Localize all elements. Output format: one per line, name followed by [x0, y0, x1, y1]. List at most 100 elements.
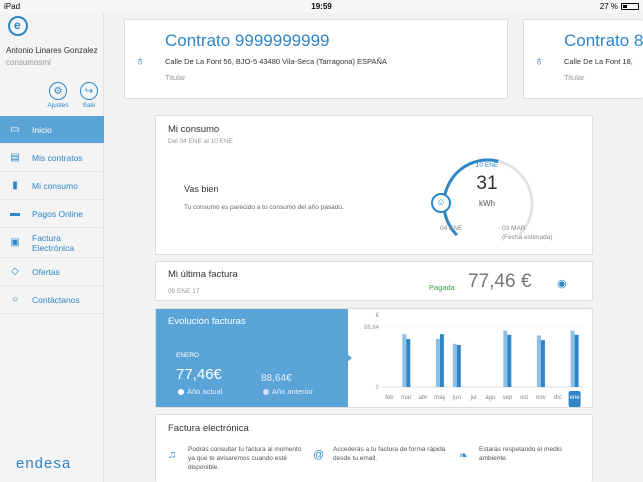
consumption-title: Mi consumo [168, 124, 220, 135]
contract-title: Contrato 9999999999 [165, 31, 330, 50]
bars-icon: ▮ [12, 180, 18, 191]
sidebar-item-consumo[interactable]: ▮ Mi consumo [0, 172, 104, 200]
bell-icon: ♫ [168, 449, 177, 461]
document-icon: ▤ [10, 152, 20, 163]
invoice-amount: 77,46 € [468, 271, 532, 292]
efactura-title: Factura electrónica [168, 423, 249, 434]
endesa-logo-icon [8, 16, 28, 36]
efactura-panel[interactable]: Factura electrónica ♫ Podrás consultar t… [155, 414, 593, 482]
sidebar: Antonio Linares Gonzalez consumosml ⚙ Aj… [0, 13, 104, 482]
current-year-legend: Año actual [178, 387, 222, 396]
contract-role: Titular [564, 73, 585, 82]
consumption-message: Tu consumo es parecido a tu consumo del … [184, 204, 344, 211]
leaf-icon: ❧ [459, 450, 469, 462]
previous-year-label: Año anterior [272, 387, 313, 396]
view-invoice-eye-icon[interactable]: ◉ [557, 278, 567, 290]
gauge-start-label: 04 ENE [440, 225, 463, 232]
gear-icon: ⚙ [49, 82, 67, 100]
smiley-magnifier-icon: ☺ [431, 193, 451, 213]
battery-icon [621, 3, 639, 10]
user-id: consumosml [6, 58, 51, 67]
x-tick-label: feb [385, 395, 394, 401]
card-icon: ▬ [10, 208, 20, 219]
x-tick-label: may [434, 395, 445, 401]
contract-title: Contrato 8 [564, 31, 643, 50]
x-tick-label: nov [536, 395, 546, 401]
sidebar-item-pagos[interactable]: ▬ Pagos Online [0, 200, 104, 228]
logout-icon: ↪ [80, 82, 98, 100]
sidebar-item-label: Inicio [32, 124, 52, 135]
sidebar-item-contacto[interactable]: ○ Contáctanos [0, 286, 104, 314]
battery-status: 27 % [600, 2, 639, 11]
evolution-title: Evolución facturas [168, 316, 246, 327]
y-tick-label: 0 [376, 385, 380, 391]
contract-role: Titular [165, 73, 186, 82]
chat-icon: ○ [11, 294, 19, 305]
sidebar-item-label: Mi consumo [32, 180, 78, 191]
consumption-unit: kWh [479, 199, 495, 208]
x-tick-label: ene [570, 395, 581, 401]
battery-percent: 27 % [599, 2, 618, 11]
chart-bar [503, 330, 508, 387]
contract-address: Calle De La Font 56, BJO-5 43480 Vila-Se… [165, 57, 387, 66]
status-bar: iPad 19:59 27 % [0, 0, 643, 13]
current-year-label: Año actual [187, 387, 223, 396]
invoice-status: Pagada [429, 283, 455, 292]
y-tick-label: 88,64 [364, 325, 380, 331]
sidebar-item-label: Factura Electrónica [32, 232, 75, 253]
invoice-date: 09 ENE 17 [168, 288, 200, 295]
sidebar-item-inicio[interactable]: ▭ Inicio [0, 116, 104, 144]
chart-bar [540, 340, 545, 387]
x-tick-label: jun [452, 395, 461, 401]
chart-bar [507, 334, 512, 387]
settings-label: Ajustes [47, 102, 69, 109]
last-invoice-panel[interactable]: Mi última factura 09 ENE 17 Pagada 77,46… [155, 261, 593, 301]
sidebar-item-label: Ofertas [32, 266, 60, 277]
consumption-status: Vas bien [184, 184, 219, 194]
evolution-month: ENERO [176, 352, 200, 359]
x-tick-label: abr [419, 395, 428, 401]
previous-year-value: 88,64€ [261, 373, 292, 384]
device-name: iPad [4, 2, 21, 11]
at-icon: @ [313, 449, 325, 461]
x-tick-label: oct [520, 395, 528, 401]
user-name: Antonio Linares Gonzalez [6, 46, 98, 55]
contract-card[interactable]: ♁ Contrato 8 Calle De La Font 18, Titula… [523, 19, 643, 99]
gauge-end-note: (Fecha estimada) [502, 234, 553, 241]
chart-bar [536, 335, 541, 387]
consumption-panel[interactable]: Mi consumo Del 04 ENE al 10 ENE Vas bien… [155, 115, 593, 255]
current-year-dot [178, 389, 184, 396]
endesa-brand-logo: endesa [16, 455, 72, 472]
x-tick-label: mar [401, 395, 411, 401]
evolution-summary: Evolución facturas ENERO 77,46€ Año actu… [156, 309, 348, 407]
main-menu: ▭ Inicio ▤ Mis contratos ▮ Mi consumo ▬ … [0, 116, 104, 314]
invoice-title: Mi última factura [168, 269, 238, 280]
gauge-date: 10 ENE [475, 162, 499, 169]
sidebar-item-ofertas[interactable]: ◇ Ofertas [0, 258, 104, 286]
x-tick-label: sep [502, 395, 512, 401]
current-year-value: 77,46€ [176, 366, 222, 383]
logout-label: Salir [82, 102, 96, 109]
efactura-benefit: Podrás consultar tu factura al momento y… [188, 446, 302, 471]
sidebar-item-label: Mis contratos [32, 152, 83, 163]
chart-bar [456, 345, 461, 387]
efactura-icon: ▣ [10, 236, 20, 248]
efactura-benefit: Estarás respetando el medio ambiente. [479, 446, 562, 462]
chart-bar [574, 334, 579, 387]
clock: 19:59 [311, 2, 332, 11]
x-tick-label: ago [485, 395, 496, 401]
contract-card[interactable]: ♁ Contrato 9999999999 Calle De La Font 5… [124, 19, 508, 99]
home-icon: ▭ [10, 124, 20, 135]
gauge-end-label: 03 MAR [502, 225, 526, 232]
consumption-value: 31 [476, 173, 498, 194]
sidebar-item-contratos[interactable]: ▤ Mis contratos [0, 144, 104, 172]
x-tick-label: dic [554, 395, 562, 401]
sidebar-item-label: Pagos Online [32, 208, 84, 219]
logout-button[interactable]: ↪ Salir [78, 82, 100, 109]
sidebar-item-factura[interactable]: ▣ Factura Electrónica [0, 228, 104, 258]
settings-button[interactable]: ⚙ Ajustes [47, 82, 69, 109]
selected-month-marker [568, 391, 581, 407]
invoice-evolution-chart[interactable]: €88,64 0 feb mar abr may jun jul ago sep oct nov dic… [351, 309, 591, 408]
chart-bar [435, 339, 440, 387]
tag-icon: ◇ [11, 266, 19, 277]
